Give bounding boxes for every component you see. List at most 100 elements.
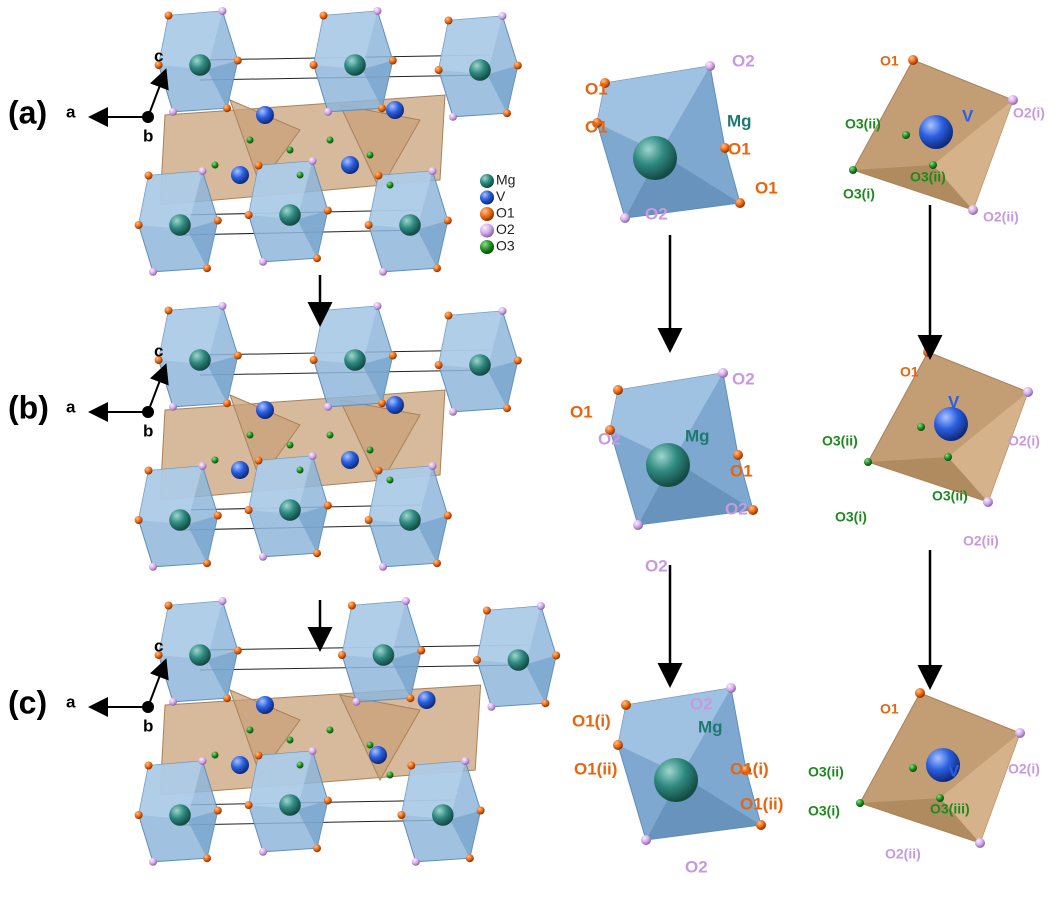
atom bbox=[203, 264, 211, 273]
octahedron-face bbox=[187, 220, 218, 269]
atom bbox=[347, 601, 356, 610]
atom bbox=[313, 844, 321, 853]
atom bbox=[309, 356, 318, 364]
atom bbox=[633, 136, 677, 180]
atom-label: O2(i) bbox=[1008, 761, 1040, 777]
atom bbox=[144, 761, 153, 770]
axis-c bbox=[147, 363, 169, 413]
atom bbox=[449, 112, 457, 121]
panel-label: (c) bbox=[8, 684, 47, 720]
atom-label: O2 bbox=[732, 369, 755, 388]
atom bbox=[388, 351, 397, 360]
atom bbox=[480, 207, 494, 221]
octahedron-face bbox=[597, 66, 710, 153]
atom-label: O2 bbox=[725, 499, 748, 518]
axis-b bbox=[142, 701, 154, 713]
panel-label: (b) bbox=[8, 389, 49, 425]
atom bbox=[308, 452, 317, 460]
atom bbox=[605, 425, 615, 435]
octahedron-face bbox=[417, 220, 448, 269]
atom-label: O3(iii) bbox=[930, 801, 970, 817]
atom bbox=[373, 7, 382, 15]
atom bbox=[513, 61, 522, 70]
atom bbox=[256, 106, 274, 124]
atom bbox=[621, 700, 631, 710]
atom bbox=[379, 562, 387, 571]
atom bbox=[254, 456, 263, 465]
atom-label: O3(i) bbox=[808, 803, 840, 819]
atom bbox=[203, 559, 211, 568]
atom bbox=[296, 761, 304, 769]
structure-panel: (c) a b c bbox=[8, 597, 561, 866]
atom-label: O1 bbox=[880, 53, 899, 69]
octahedron-face bbox=[187, 515, 218, 564]
v-tetrahedron-detail: O1 V O2(i) O3(ii) O3(ii) O3(i) O2(ii) bbox=[843, 53, 1045, 225]
atom bbox=[313, 549, 321, 558]
atom-label: O2(ii) bbox=[963, 533, 999, 549]
atom bbox=[254, 751, 263, 760]
atom-label: O1 bbox=[900, 364, 919, 380]
v-tetrahedron-detail: O1 O3(ii) V O2(i) O3(i) O3(iii) O2(ii) bbox=[808, 688, 1040, 862]
atom bbox=[378, 399, 386, 408]
structure-panel: (b) a b c bbox=[8, 302, 522, 571]
atom bbox=[189, 349, 211, 371]
octahedron-face bbox=[362, 355, 393, 404]
atom bbox=[149, 562, 157, 571]
atom bbox=[231, 461, 249, 479]
atom bbox=[203, 854, 211, 863]
atom bbox=[417, 691, 436, 709]
axis-label: b bbox=[143, 421, 153, 440]
octahedron-face bbox=[207, 650, 238, 699]
atom bbox=[144, 171, 153, 180]
atom-label: O3(ii) bbox=[932, 488, 968, 504]
atom-label: O1(i) bbox=[730, 759, 769, 778]
atom-label: O1 bbox=[730, 461, 753, 480]
atom bbox=[735, 198, 745, 208]
panel-label: (a) bbox=[8, 94, 47, 130]
axis-label: a bbox=[66, 692, 76, 711]
octahedron-face bbox=[525, 655, 557, 704]
atom bbox=[444, 311, 453, 320]
atom bbox=[399, 509, 421, 531]
atom-label: O2 bbox=[690, 694, 713, 713]
atom bbox=[213, 511, 222, 520]
axis-label: c bbox=[154, 341, 163, 360]
atom bbox=[620, 213, 630, 223]
atom bbox=[378, 104, 386, 113]
atom bbox=[189, 54, 211, 76]
atom-label: O3(ii) bbox=[910, 169, 946, 185]
mg-octahedron-detail: O1 O2 O2 Mg O1 O2 O2 bbox=[570, 368, 758, 575]
octahedron-face bbox=[487, 360, 518, 409]
atom-label: V bbox=[948, 392, 960, 411]
atom bbox=[144, 466, 153, 475]
atom bbox=[434, 66, 443, 74]
atom-label: O3(ii) bbox=[808, 764, 844, 780]
octahedron-face bbox=[158, 601, 223, 660]
atom bbox=[864, 458, 872, 466]
atom bbox=[364, 221, 373, 229]
atom bbox=[218, 7, 227, 15]
atom bbox=[929, 161, 937, 169]
atom bbox=[366, 151, 374, 159]
legend-entry: O1 bbox=[496, 205, 515, 221]
atom bbox=[407, 761, 416, 770]
atom bbox=[323, 206, 332, 215]
octahedron-face bbox=[158, 306, 223, 365]
atom bbox=[503, 404, 511, 413]
atom bbox=[313, 254, 321, 263]
atom bbox=[433, 559, 441, 568]
atom bbox=[915, 688, 925, 698]
axis-c bbox=[147, 68, 169, 118]
atom bbox=[902, 131, 910, 139]
atom bbox=[411, 857, 420, 866]
atom bbox=[443, 216, 452, 225]
atom bbox=[231, 756, 249, 774]
axis-b bbox=[142, 111, 154, 123]
atom bbox=[164, 11, 173, 20]
atom bbox=[374, 171, 383, 180]
octahedron-face bbox=[313, 11, 378, 70]
atom bbox=[169, 804, 191, 826]
atom-label: O2(i) bbox=[1013, 105, 1045, 121]
atom bbox=[164, 306, 173, 315]
atom-label: O1(ii) bbox=[574, 759, 617, 778]
